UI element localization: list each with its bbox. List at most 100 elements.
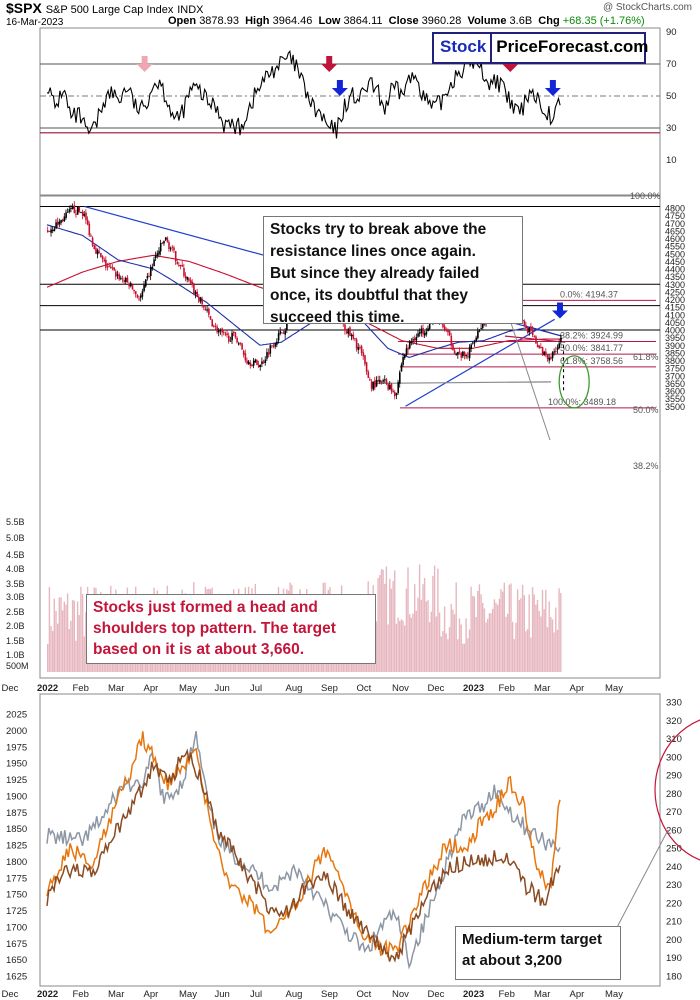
volume-bar <box>425 601 427 672</box>
candle-body <box>98 251 101 253</box>
annotation-line: based on it is at about 3,660. <box>93 641 305 658</box>
candle-body <box>198 297 200 302</box>
volume-bar <box>558 588 560 672</box>
candle-body <box>50 229 52 233</box>
volume-bar <box>483 608 486 672</box>
x-axis-month-label: Sep <box>321 683 338 694</box>
x-axis-month-label: Nov <box>392 683 409 694</box>
price-tick-label: 3550 <box>665 394 685 404</box>
x-axis-month-label: Jul <box>250 989 262 1000</box>
candle-body <box>238 343 240 345</box>
candle-body <box>264 359 267 363</box>
volume-bar <box>470 586 472 672</box>
candle-body <box>138 298 140 300</box>
annotation-line: But since they already failed <box>270 265 480 282</box>
candle-body <box>68 209 71 212</box>
annotation-line: Stocks try to break above the <box>270 221 487 238</box>
price-tick-label: 3750 <box>665 364 685 374</box>
candle-body <box>267 352 270 355</box>
candle-body <box>251 364 253 367</box>
candle-body <box>541 347 544 355</box>
candle-body <box>246 360 248 364</box>
ascending-trendline <box>405 318 555 407</box>
candle-body <box>153 259 155 267</box>
candle-body <box>410 341 413 343</box>
candle-body <box>422 328 424 335</box>
annotation-medium-term-target: Medium-term target at about 3,200 <box>455 926 621 980</box>
volume-bar <box>508 584 510 672</box>
candle-body <box>116 274 119 276</box>
candle-body <box>526 326 529 333</box>
volume-bar <box>500 589 502 672</box>
candle-body <box>221 328 223 333</box>
volume-bar <box>405 588 408 672</box>
volume-bar <box>427 600 429 672</box>
candle-body <box>447 329 449 333</box>
candle-body <box>166 237 169 242</box>
candle-body <box>209 316 212 320</box>
volume-bar <box>493 599 496 672</box>
candle-body <box>242 350 245 355</box>
volume-bar <box>546 627 549 672</box>
volume-tick-label: 4.0B <box>6 564 25 574</box>
x-axis-month-label: Mar <box>108 989 124 1000</box>
open-label: Open <box>168 15 197 27</box>
right-axis-tick-label: 210 <box>666 917 682 928</box>
blue-down-arrow-marker <box>551 302 568 319</box>
candle-body <box>349 327 351 336</box>
candle-body <box>347 328 350 335</box>
candle-body <box>85 212 87 221</box>
candle-body <box>344 324 346 331</box>
price-tick-label: 4150 <box>665 303 685 313</box>
candle-body <box>279 331 282 334</box>
candle-body <box>387 383 389 390</box>
price-tick-label: 3950 <box>665 333 685 343</box>
volume-bar <box>507 613 509 672</box>
neckline <box>373 381 552 384</box>
right-axis-tick-label: 280 <box>666 789 682 800</box>
candle-body <box>133 289 135 292</box>
candle-body <box>60 219 62 223</box>
candle-body <box>442 322 444 328</box>
volume-bar <box>73 600 75 672</box>
volume-bar <box>540 616 542 672</box>
volume-bar <box>412 613 414 672</box>
x-axis-month-label: Apr <box>144 989 159 1000</box>
volume-bar <box>555 607 557 672</box>
price-tick-label: 4100 <box>665 310 685 320</box>
candle-body <box>196 291 198 297</box>
rsi-tick-label: 90 <box>666 27 677 38</box>
volume-bar <box>437 568 439 672</box>
volume-bar <box>490 613 492 672</box>
volume-bar <box>463 643 466 672</box>
candle-body <box>370 381 373 389</box>
right-axis-tick-label: 180 <box>666 971 682 982</box>
right-axis-tick-label: 330 <box>666 698 682 709</box>
candle-body <box>226 333 228 336</box>
candle-body <box>214 325 217 327</box>
volume-label: Volume <box>467 15 507 27</box>
candle-body <box>369 379 371 381</box>
volume-tick-label: 4.5B <box>6 550 25 560</box>
candle-body <box>467 355 469 357</box>
candle-body <box>71 206 74 209</box>
candle-body <box>254 359 257 363</box>
low-value: 3864.11 <box>343 15 383 27</box>
volume-bar <box>462 643 464 672</box>
target-circle <box>654 719 700 861</box>
candle-body <box>164 237 167 240</box>
candle-body <box>256 360 258 365</box>
annotation-line: at about 3,200 <box>462 952 563 969</box>
volume-bar <box>433 565 436 672</box>
candle-body <box>241 343 243 350</box>
volume-tick-label: 2.0B <box>6 621 25 631</box>
left-axis-tick-label: 1900 <box>6 791 27 802</box>
candle-body <box>355 339 358 349</box>
candle-body <box>463 352 466 356</box>
price-tick-label: 4650 <box>665 226 685 236</box>
candle-body <box>244 353 247 361</box>
left-axis-tick-label: 1775 <box>6 873 27 884</box>
candle-body <box>53 228 56 232</box>
candle-body <box>423 333 426 336</box>
price-tick-label: 4350 <box>665 272 685 282</box>
